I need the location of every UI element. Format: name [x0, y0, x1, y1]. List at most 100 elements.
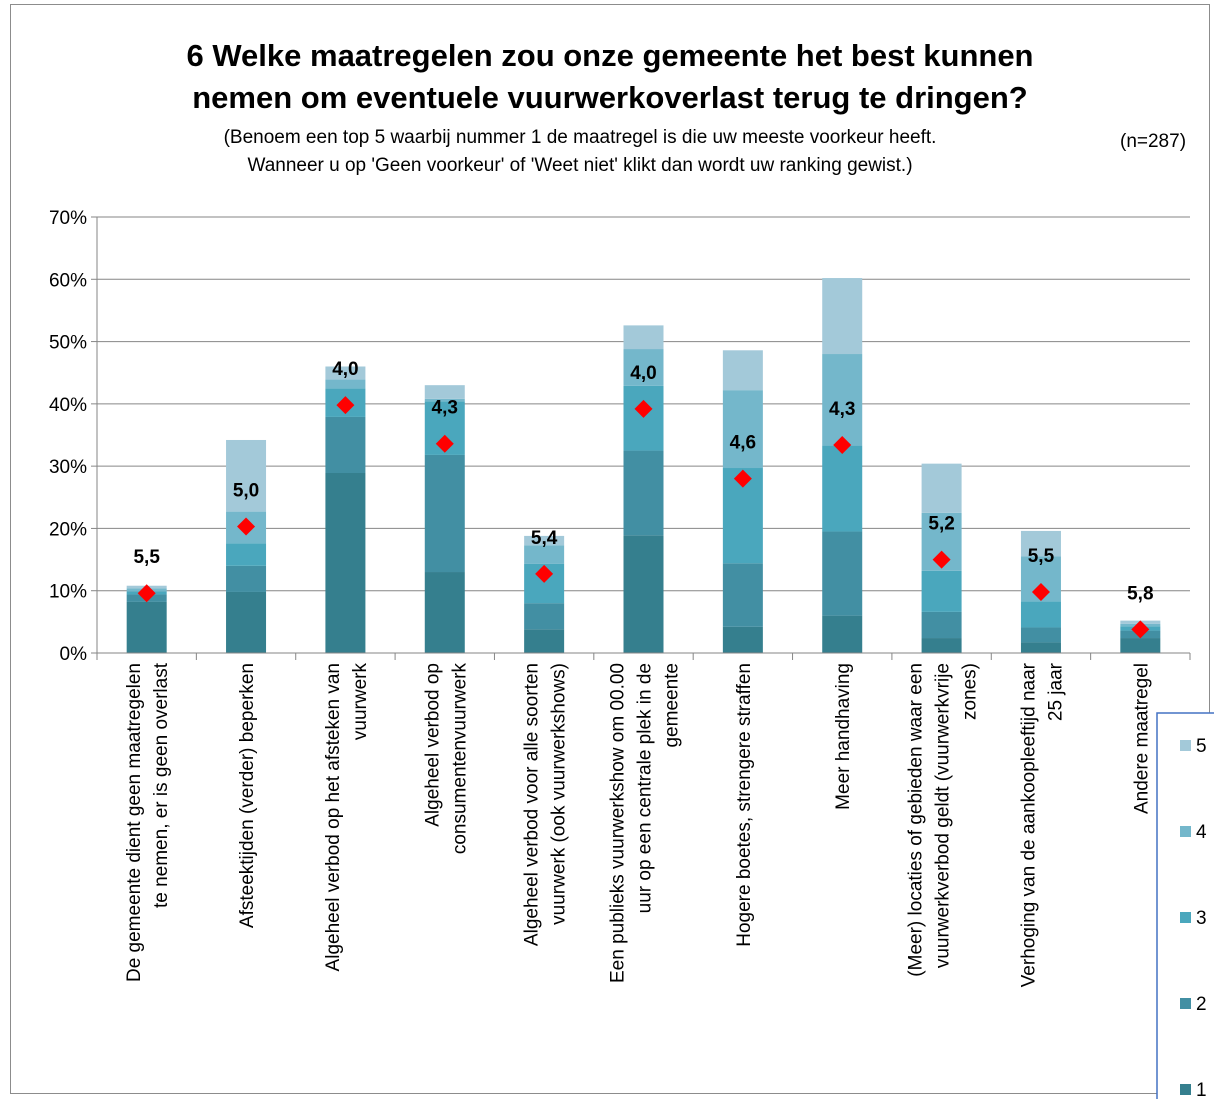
average-rank-marker — [733, 469, 752, 488]
legend-label: 1 — [1196, 1080, 1207, 1099]
legend-swatch — [1180, 912, 1191, 923]
bar-segment-rank-2 — [722, 563, 763, 627]
x-category-label-line: Verhoging van de aankoopleeftijd naar — [1018, 662, 1039, 987]
average-rank-marker — [435, 434, 454, 453]
x-category-label-line: Meer handhaving — [833, 663, 854, 810]
average-rank-label: 5,4 — [531, 528, 558, 549]
bar-segment-rank-5 — [226, 439, 267, 512]
bar-segment-rank-1 — [921, 638, 962, 653]
x-category-label-line: gemeente — [662, 663, 683, 748]
labels: 0% 10% 20% 30% 40% 50% 60% 70% 5,5 5,0 4,0 4,3 5,4 4,… — [49, 208, 1154, 987]
average-rank-marker — [137, 584, 156, 603]
axes — [91, 216, 1191, 660]
bar-segment-rank-1 — [623, 535, 664, 653]
bar-segment-rank-5 — [524, 535, 565, 546]
chart-subtitle-line-1: (Benoem een top 5 waarbij nummer 1 de ma… — [223, 127, 937, 148]
average-rank-label: 4,3 — [829, 399, 855, 420]
bar-segment-rank-2 — [524, 603, 565, 630]
bar-segment-rank-3 — [1020, 601, 1061, 628]
legend-label: 5 — [1196, 736, 1207, 757]
bar-segment-rank-2 — [226, 565, 267, 592]
y-tick-label: 70% — [49, 208, 87, 229]
y-tick-label: 60% — [49, 270, 87, 291]
x-category-label-line: vuurwerk — [350, 663, 371, 741]
x-category-label-line: uur op een centrale plek in de — [635, 663, 656, 913]
x-category-label-line: vuurwerkverbod geldt (vuurwerkvrije — [933, 663, 954, 968]
chart-subtitle-line-2: Wanneer u op 'Geen voorkeur' of 'Weet ni… — [247, 155, 913, 176]
average-rank-label: 4,6 — [730, 433, 756, 454]
bar-segment-rank-4 — [623, 349, 664, 386]
bar-segment-rank-3 — [822, 445, 863, 532]
average-rank-label: 4,3 — [432, 398, 458, 419]
bar-segment-rank-1 — [822, 615, 863, 653]
bar-segment-rank-4 — [424, 398, 465, 402]
x-category-label-line: 25 jaar — [1045, 662, 1066, 721]
average-rank-marker — [1031, 582, 1050, 601]
chart-frame — [10, 4, 1210, 1094]
bar-segment-rank-1 — [1020, 642, 1061, 653]
average-rank-label: 5,5 — [133, 547, 160, 568]
bar-segment-rank-2 — [822, 531, 863, 616]
legend-swatch — [1180, 1084, 1191, 1095]
bar-segment-rank-2 — [623, 450, 664, 536]
average-rank-marker — [535, 564, 554, 583]
average-rank-label: 4,0 — [630, 363, 656, 384]
bar-segment-rank-4 — [822, 354, 863, 446]
bar-segment-rank-1 — [524, 629, 565, 653]
x-category-label: Hogere boetes, strengere straffen — [734, 663, 755, 947]
legend-swatch — [1180, 826, 1191, 837]
bar-segment-rank-5 — [325, 366, 366, 380]
bar-segment-rank-1 — [226, 591, 267, 653]
bar-segment-rank-4 — [325, 379, 366, 389]
bar-segment-rank-3 — [921, 570, 962, 612]
y-tick-label: 20% — [49, 519, 87, 540]
y-tick-label: 30% — [49, 457, 87, 478]
x-category-label: Algeheel verbod op consumentenvuurwerk — [422, 663, 470, 855]
bar-segment-rank-3 — [226, 543, 267, 566]
x-category-label-line: te nemen, er is geen overlast — [151, 662, 172, 908]
x-category-label-line: Algeheel verbod op — [422, 663, 443, 827]
chart-title-line-2: nemen om eventuele vuurwerkoverlast teru… — [192, 80, 1028, 115]
x-category-label: Verhoging van de aankoopleeftijd naar 25 … — [1018, 662, 1066, 987]
bar-segment-rank-5 — [921, 463, 962, 513]
legend: 5 4 3 2 1 — [1156, 712, 1214, 1099]
x-category-label-line: Een publieks vuurwerkshow om 00.00 — [608, 663, 629, 983]
x-category-label-line: Andere maatregel — [1131, 663, 1152, 814]
average-rank-marker — [336, 396, 355, 415]
y-tick-label: 10% — [49, 582, 87, 603]
x-category-label-line: Algeheel verbod op het afsteken van — [323, 663, 344, 971]
average-rank-label: 5,8 — [1127, 583, 1153, 604]
bar-segment-rank-5 — [424, 385, 465, 399]
legend-swatch — [1180, 740, 1191, 751]
bar-segment-rank-4 — [722, 390, 763, 469]
bar-segment-rank-1 — [424, 572, 465, 653]
bar-segment-rank-2 — [1020, 627, 1061, 643]
average-rank-label: 5,2 — [928, 514, 954, 535]
x-category-label: Meer handhaving — [833, 663, 854, 810]
average-rank-marker — [833, 435, 852, 454]
bar-segment-rank-2 — [424, 454, 465, 573]
bar-segment-rank-1 — [1120, 638, 1161, 653]
y-tick-label: 0% — [60, 644, 88, 665]
x-category-label: (Meer) locaties of gebieden waar een vuur… — [906, 663, 981, 977]
x-category-label-line: vuurwerk (ook vuurwerkshows) — [549, 663, 570, 925]
average-rank-label: 5,0 — [233, 481, 259, 502]
bar-segment-rank-4 — [524, 545, 565, 564]
x-category-label: Afsteektijden (verder) beperken — [237, 663, 258, 928]
y-tick-label: 50% — [49, 333, 87, 354]
x-category-label: De gemeente dient geen maatregelen te nem… — [124, 662, 172, 982]
x-category-label-line: zones) — [960, 663, 981, 720]
average-rank-markers — [137, 396, 1150, 639]
bar-segment-rank-5 — [822, 278, 863, 355]
bars — [126, 278, 1161, 653]
y-tick-label: 40% — [49, 395, 87, 416]
x-category-label-line: De gemeente dient geen maatregelen — [124, 663, 145, 982]
bar-segment-rank-5 — [722, 350, 763, 391]
x-category-label: Algeheel verbod voor alle soorten vuurwer… — [522, 663, 570, 946]
legend-box — [1156, 712, 1214, 1099]
legend-swatch — [1180, 998, 1191, 1009]
sample-size-label: (n=287) — [1120, 131, 1187, 152]
x-category-label-line: Hogere boetes, strengere straffen — [734, 663, 755, 947]
average-rank-marker — [932, 550, 951, 569]
